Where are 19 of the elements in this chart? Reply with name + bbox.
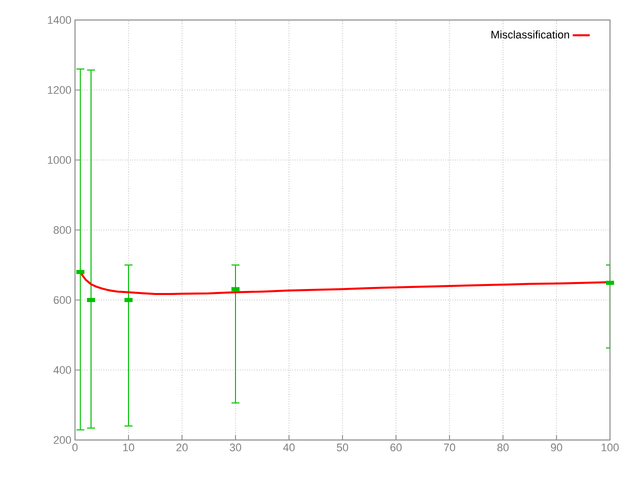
x-tick-label: 100: [602, 444, 619, 452]
x-tick-label: 60: [390, 444, 402, 452]
x-tick-label: 0: [72, 444, 78, 452]
y-tick-label: 1400: [48, 16, 72, 24]
x-tick-label: 80: [497, 444, 509, 452]
y-tick-label: 1200: [48, 86, 72, 94]
y-tick-label: 1000: [48, 156, 72, 164]
y-tick-label: 400: [53, 366, 72, 374]
y-tick-label: 800: [54, 226, 72, 234]
y-tick-label: 200: [54, 436, 72, 444]
x-tick-label: 50: [336, 444, 348, 452]
x-tick-label: 30: [230, 444, 242, 452]
x-tick-label: 20: [176, 444, 188, 452]
x-tick-label: 70: [444, 444, 456, 452]
x-tick-label: 40: [283, 444, 295, 452]
x-tick-label: 10: [123, 444, 134, 452]
y-tick-label: 600: [54, 296, 72, 304]
legend-label: Misclassification: [492, 30, 570, 39]
x-tick-label: 90: [550, 444, 562, 452]
